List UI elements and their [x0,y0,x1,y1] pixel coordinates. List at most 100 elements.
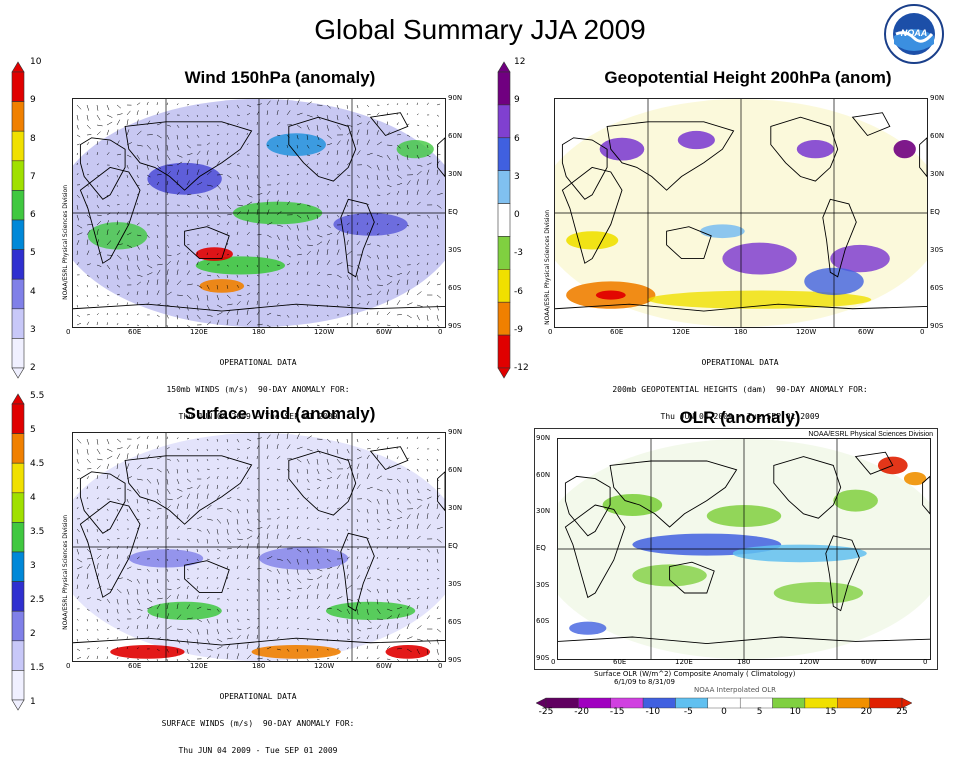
lon-label: 180 [734,328,747,336]
lon-label: 180 [252,328,265,336]
colorbar-label: -6 [514,287,523,297]
olr-colorbar-label: -25 [536,707,556,717]
sfcwind-caption: OPERATIONAL DATA SURFACE WINDS (m/s) 90-… [72,674,444,764]
colorbar-label: 4.5 [30,459,44,469]
colorbar-label: 6 [30,210,36,220]
olr-colorbar-label: 20 [856,707,876,717]
lon-label: 60W [861,658,877,666]
wind150-map [72,98,446,328]
colorbar-label: 4 [30,493,36,503]
olr-colorbar-label: 5 [750,707,770,717]
lat-label: 30N [448,171,462,178]
lat-label: 90S [448,657,461,664]
colorbar-label: 1 [30,697,36,707]
colorbar-label: 2.5 [30,595,44,605]
lat-label: 60N [448,133,462,140]
colorbar-label: 4 [30,287,36,297]
colorbar-label: 9 [30,95,36,105]
olr-colorbar-label: -5 [678,707,698,717]
olr-title: OLR (anomaly) [560,408,920,428]
lon-label: 0 [66,328,70,336]
lat-label: 90S [448,323,461,330]
lat-label: 60S [536,618,549,625]
lon-label: 180 [737,658,750,666]
lon-label: 60W [376,328,392,336]
lat-label: 90S [930,323,943,330]
lat-label: 60S [448,285,461,292]
olr-colorbar-label: 10 [785,707,805,717]
sfcwind-caption-1: OPERATIONAL DATA [72,692,444,701]
lat-label: 30S [448,581,461,588]
lat-label: 30S [448,247,461,254]
lat-label: EQ [448,209,458,216]
olr-colorbar-label: -15 [607,707,627,717]
sfcwind-side-text: NOAA/ESRL Physical Sciences Division [62,515,69,630]
colorbar-label: 3 [30,325,36,335]
olr-header: NOAA/ESRL Physical Sciences Division [808,431,933,438]
colorbar-label: 3.5 [30,527,44,537]
sfcwind-colorbar [10,392,26,712]
olr-map [557,438,931,660]
lon-label: 60E [128,328,141,336]
lon-label: 0 [548,328,552,336]
colorbar-label: 6 [514,134,520,144]
lat-label: 90N [930,95,944,102]
lon-label: 0 [920,328,924,336]
lat-label: 30N [536,508,550,515]
lat-label: 90N [536,435,550,442]
colorbar-label: -3 [514,248,523,258]
lon-label: 120W [796,328,816,336]
colorbar-label: 12 [514,57,525,67]
geo200-caption-1: OPERATIONAL DATA [554,358,926,367]
olr-colorbar-label: -20 [572,707,592,717]
colorbar-label: 5 [30,425,36,435]
noaa-logo: NOAA [884,4,944,64]
wind150-side-text: NOAA/ESRL Physical Sciences Division [62,185,69,300]
colorbar-label: -12 [514,363,529,373]
olr-colorbar-label: 0 [714,707,734,717]
lat-label: 30N [448,505,462,512]
wind150-title: Wind 150hPa (anomaly) [90,68,470,88]
geo200-caption-2: 200mb GEOPOTENTIAL HEIGHTS (dam) 90-DAY … [554,385,926,394]
lon-label: 120W [314,662,334,670]
colorbar-label: -9 [514,325,523,335]
olr-colorbar-label: 15 [821,707,841,717]
lat-label: EQ [930,209,940,216]
lat-label: 30N [930,171,944,178]
lat-label: 30S [536,582,549,589]
lon-label: 60E [128,662,141,670]
colorbar-label: 3 [30,561,36,571]
wind150-caption-1: OPERATIONAL DATA [72,358,444,367]
colorbar-label: 10 [30,57,41,67]
lon-label: 120W [314,328,334,336]
lat-label: 90N [448,95,462,102]
lat-label: 30S [930,247,943,254]
sfcwind-map [72,432,446,662]
colorbar-label: 8 [30,134,36,144]
olr-colorbar-label: 25 [892,707,912,717]
lon-label: 60E [613,658,626,666]
olr-caption: Surface OLR (W/m^2) Composite Anomaly ( … [594,670,924,694]
lon-label: 0 [551,658,555,666]
colorbar-label: 2 [30,629,36,639]
lat-label: EQ [448,543,458,550]
sfcwind-title: Surface wind (anomaly) [90,404,470,424]
lon-label: 120E [675,658,693,666]
lon-label: 0 [923,658,927,666]
lat-label: 60N [930,133,944,140]
noaa-logo-text: NOAA [884,28,944,38]
page-title: Global Summary JJA 2009 [0,14,960,46]
lon-label: 180 [252,662,265,670]
lon-label: 0 [438,328,442,336]
colorbar-label: 2 [30,363,36,373]
sfcwind-caption-3: Thu JUN 04 2009 - Tue SEP 01 2009 [72,746,444,755]
